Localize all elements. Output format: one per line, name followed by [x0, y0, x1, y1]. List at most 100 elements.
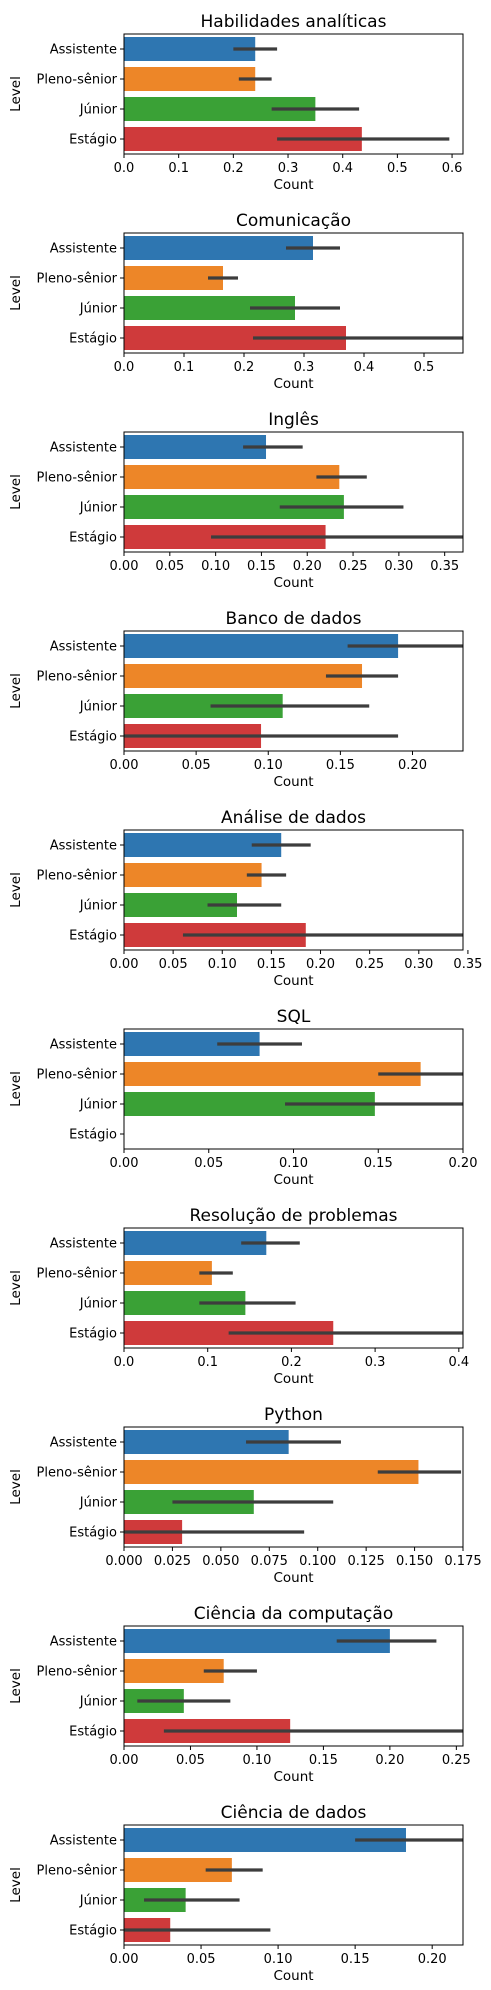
- y-tick-label: Pleno-sênior: [37, 1466, 118, 1481]
- y-axis-label: Level: [8, 1469, 24, 1505]
- y-tick-label: Estágio: [69, 929, 117, 944]
- y-tick-label: Estágio: [69, 531, 117, 546]
- x-tick-label: 0.1: [174, 360, 195, 375]
- y-axis-label: Level: [8, 474, 24, 510]
- y-tick-label: Júnior: [79, 103, 118, 118]
- bar: [124, 236, 313, 260]
- x-tick-label: 0.150: [396, 1554, 433, 1569]
- y-tick-label: Júnior: [79, 1297, 118, 1312]
- y-tick-label: Assistente: [50, 640, 117, 655]
- x-tick-label: 0.00: [110, 1952, 139, 1967]
- x-tick-label: 0.15: [247, 559, 276, 574]
- y-tick-label: Assistente: [50, 839, 117, 854]
- bar: [124, 1062, 421, 1086]
- x-tick-label: 0.4: [332, 161, 353, 176]
- bar: [124, 435, 267, 459]
- y-tick-label: Assistente: [50, 1237, 117, 1252]
- x-tick-label: 0.20: [449, 1156, 478, 1171]
- y-tick-label: Pleno-sênior: [37, 670, 118, 685]
- x-tick-label: 0.00: [110, 957, 139, 972]
- x-tick-label: 0.15: [309, 1753, 338, 1768]
- x-axis-label: Count: [273, 376, 313, 392]
- x-tick-label: 0.25: [339, 559, 368, 574]
- y-tick-label: Assistente: [50, 242, 117, 257]
- x-axis-label: Count: [273, 1769, 313, 1785]
- x-tick-label: 0.25: [355, 957, 384, 972]
- chart-title: Análise de dados: [221, 808, 366, 828]
- x-tick-label: 0.05: [155, 559, 184, 574]
- x-tick-label: 0.20: [418, 1952, 447, 1967]
- y-tick-label: Assistente: [50, 1038, 117, 1053]
- x-tick-label: 0.05: [176, 1753, 205, 1768]
- x-tick-label: 0.10: [279, 1156, 308, 1171]
- x-tick-label: 0.15: [257, 957, 286, 972]
- y-tick-label: Assistente: [50, 43, 117, 58]
- x-tick-label: 0.0: [114, 360, 135, 375]
- y-tick-label: Júnior: [79, 899, 118, 914]
- y-tick-label: Assistente: [50, 441, 117, 456]
- bar: [124, 1261, 212, 1285]
- y-axis-label: Level: [8, 1867, 24, 1903]
- x-tick-label: 0.20: [398, 758, 427, 773]
- x-tick-label: 0.4: [354, 360, 375, 375]
- y-tick-label: Júnior: [79, 1695, 118, 1710]
- y-tick-label: Assistente: [50, 1635, 117, 1650]
- chart-title: Resolução de problemas: [189, 1206, 397, 1226]
- x-tick-label: 0.1: [197, 1355, 218, 1370]
- y-tick-label: Júnior: [79, 1894, 118, 1909]
- x-tick-label: 0.5: [414, 360, 435, 375]
- y-tick-label: Pleno-sênior: [37, 272, 118, 287]
- x-axis-label: Count: [273, 177, 313, 193]
- plot-frame: [123, 630, 464, 752]
- x-axis-label: Count: [273, 1371, 313, 1387]
- x-tick-label: 0.15: [364, 1156, 393, 1171]
- y-axis-label: Level: [8, 1270, 24, 1306]
- x-tick-label: 0.10: [264, 1952, 293, 1967]
- chart-title: Habilidades analíticas: [201, 12, 387, 32]
- bar: [124, 67, 256, 91]
- y-axis-label: Level: [8, 275, 24, 311]
- chart-panel: Assistente Pleno-sênior Júnior Estágio 0.0 0.…: [8, 211, 464, 392]
- x-axis-label: Count: [273, 1968, 313, 1984]
- y-tick-label: Pleno-sênior: [37, 869, 118, 884]
- x-tick-label: 0.00: [110, 559, 139, 574]
- x-tick-label: 0.3: [278, 161, 299, 176]
- x-tick-label: 0.2: [223, 161, 244, 176]
- y-tick-label: Pleno-sênior: [37, 471, 118, 486]
- chart-title: SQL: [277, 1007, 311, 1027]
- y-tick-label: Estágio: [69, 332, 117, 347]
- y-axis-label: Level: [8, 872, 24, 908]
- plot-frame: [123, 431, 464, 553]
- chart-panel: AssistentePleno-sêniorJúniorEstágio0.000…: [8, 1405, 482, 1586]
- x-tick-label: 0.30: [384, 559, 413, 574]
- x-tick-label: 0.10: [208, 957, 237, 972]
- bar: [124, 1460, 419, 1484]
- x-tick-label: 0.3: [365, 1355, 386, 1370]
- y-tick-label: Estágio: [69, 1526, 117, 1541]
- x-tick-label: 0.15: [326, 758, 355, 773]
- plot-frame: [123, 1227, 464, 1349]
- plot-frame: [123, 1625, 464, 1747]
- x-tick-label: 0.35: [453, 957, 482, 972]
- chart-panel: Assistente Pleno-sênior Júnior Estágio 0.0 0.…: [8, 12, 464, 193]
- plot-frame: [123, 33, 464, 155]
- x-axis-label: Count: [273, 1570, 313, 1586]
- plot-frame: [123, 232, 464, 354]
- x-tick-label: 0.25: [442, 1753, 471, 1768]
- y-tick-label: Júnior: [79, 302, 118, 317]
- y-tick-label: Pleno-sênior: [37, 1665, 118, 1680]
- bar: [124, 266, 223, 290]
- y-tick-label: Pleno-sênior: [37, 73, 118, 88]
- x-tick-label: 0.20: [375, 1753, 404, 1768]
- x-tick-label: 0.025: [154, 1554, 191, 1569]
- x-tick-label: 0.35: [430, 559, 459, 574]
- x-tick-label: 0.10: [242, 1753, 271, 1768]
- bar: [124, 664, 363, 688]
- y-tick-label: Assistente: [50, 1436, 117, 1451]
- x-tick-label: 0.10: [201, 559, 230, 574]
- x-tick-label: 0.6: [442, 161, 463, 176]
- y-tick-label: Júnior: [79, 1098, 118, 1113]
